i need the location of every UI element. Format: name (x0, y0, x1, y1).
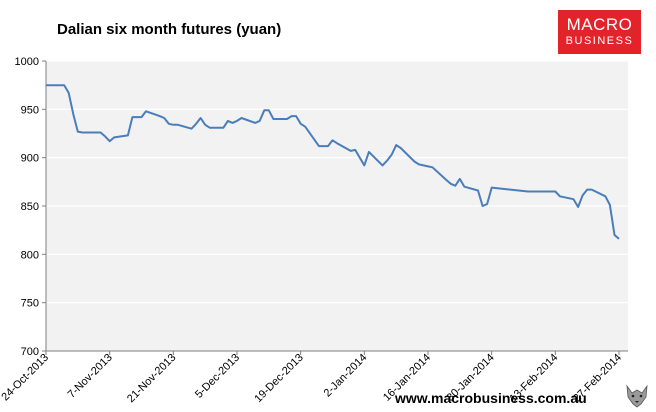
y-tick-label: 950 (21, 104, 39, 116)
y-tick-label: 850 (21, 201, 39, 213)
y-tick-label: 700 (21, 346, 39, 358)
y-tick-label: 800 (21, 249, 39, 261)
y-tick-label: 900 (21, 153, 39, 165)
wolf-icon (623, 382, 651, 410)
chart-title: Dalian six month futures (yuan) (57, 21, 282, 38)
website-url: www.macrobusiness.com.au (395, 390, 587, 406)
x-tick-label: 19-Dec-2013 (252, 352, 305, 405)
y-tick-label: 750 (21, 298, 39, 310)
x-tick-label: 24-Oct-2013 (0, 352, 51, 404)
y-tick-label: 1000 (15, 56, 39, 68)
x-tick-label: 2-Jan-2014 (322, 352, 370, 400)
logo-line-1: MACRO (566, 15, 633, 34)
price-series-line (46, 84, 620, 240)
logo-line-2: BUSINESS (565, 35, 634, 47)
macrobusiness-logo: MACRO BUSINESS (558, 10, 641, 54)
x-tick-label: 21-Nov-2013 (125, 352, 178, 405)
x-tick-label: 5-Dec-2013 (193, 352, 242, 401)
x-tick-label: 7-Nov-2013 (66, 352, 115, 401)
